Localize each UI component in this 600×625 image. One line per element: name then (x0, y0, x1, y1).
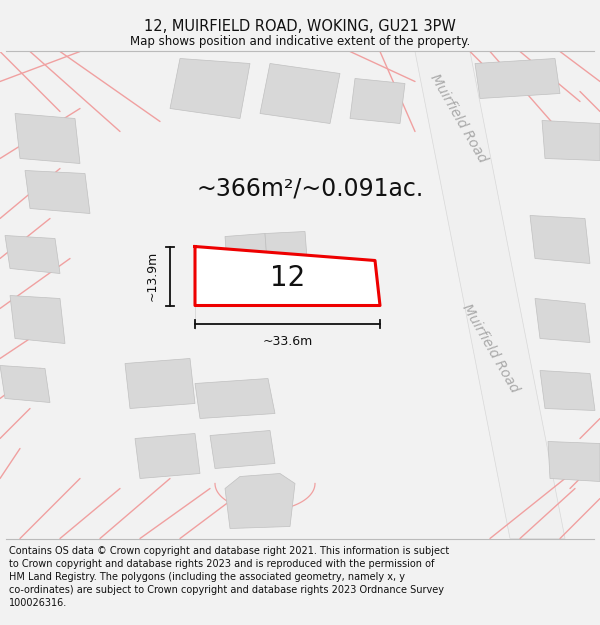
Text: Contains OS data © Crown copyright and database right 2021. This information is : Contains OS data © Crown copyright and d… (9, 546, 449, 556)
Text: HM Land Registry. The polygons (including the associated geometry, namely x, y: HM Land Registry. The polygons (includin… (9, 572, 405, 582)
Polygon shape (25, 171, 90, 214)
Text: 12: 12 (271, 264, 305, 292)
Polygon shape (170, 59, 250, 119)
Polygon shape (535, 299, 590, 343)
Text: Muirfield Road: Muirfield Road (459, 302, 521, 395)
Polygon shape (210, 431, 275, 469)
Text: co-ordinates) are subject to Crown copyright and database rights 2023 Ordnance S: co-ordinates) are subject to Crown copyr… (9, 585, 444, 595)
Text: ~13.9m: ~13.9m (146, 251, 158, 301)
Polygon shape (548, 441, 600, 481)
Text: ~366m²/~0.091ac.: ~366m²/~0.091ac. (196, 176, 424, 201)
Polygon shape (530, 216, 590, 264)
Text: 100026316.: 100026316. (9, 598, 67, 608)
Polygon shape (260, 64, 340, 124)
Text: ~33.6m: ~33.6m (262, 335, 313, 348)
Polygon shape (195, 379, 275, 419)
Polygon shape (135, 434, 200, 479)
Polygon shape (542, 121, 600, 161)
Polygon shape (15, 114, 80, 164)
Polygon shape (540, 371, 595, 411)
Polygon shape (5, 236, 60, 274)
Polygon shape (415, 51, 565, 539)
Polygon shape (350, 79, 405, 124)
Polygon shape (475, 59, 560, 99)
Text: Muirfield Road: Muirfield Road (427, 72, 489, 165)
Polygon shape (195, 246, 380, 306)
Text: Map shows position and indicative extent of the property.: Map shows position and indicative extent… (130, 35, 470, 48)
Polygon shape (0, 366, 50, 403)
Polygon shape (225, 234, 270, 304)
Polygon shape (125, 359, 195, 409)
Text: 12, MUIRFIELD ROAD, WOKING, GU21 3PW: 12, MUIRFIELD ROAD, WOKING, GU21 3PW (144, 19, 456, 34)
Text: to Crown copyright and database rights 2023 and is reproduced with the permissio: to Crown copyright and database rights 2… (9, 559, 434, 569)
Polygon shape (10, 296, 65, 344)
Polygon shape (225, 474, 295, 529)
Polygon shape (265, 231, 310, 301)
